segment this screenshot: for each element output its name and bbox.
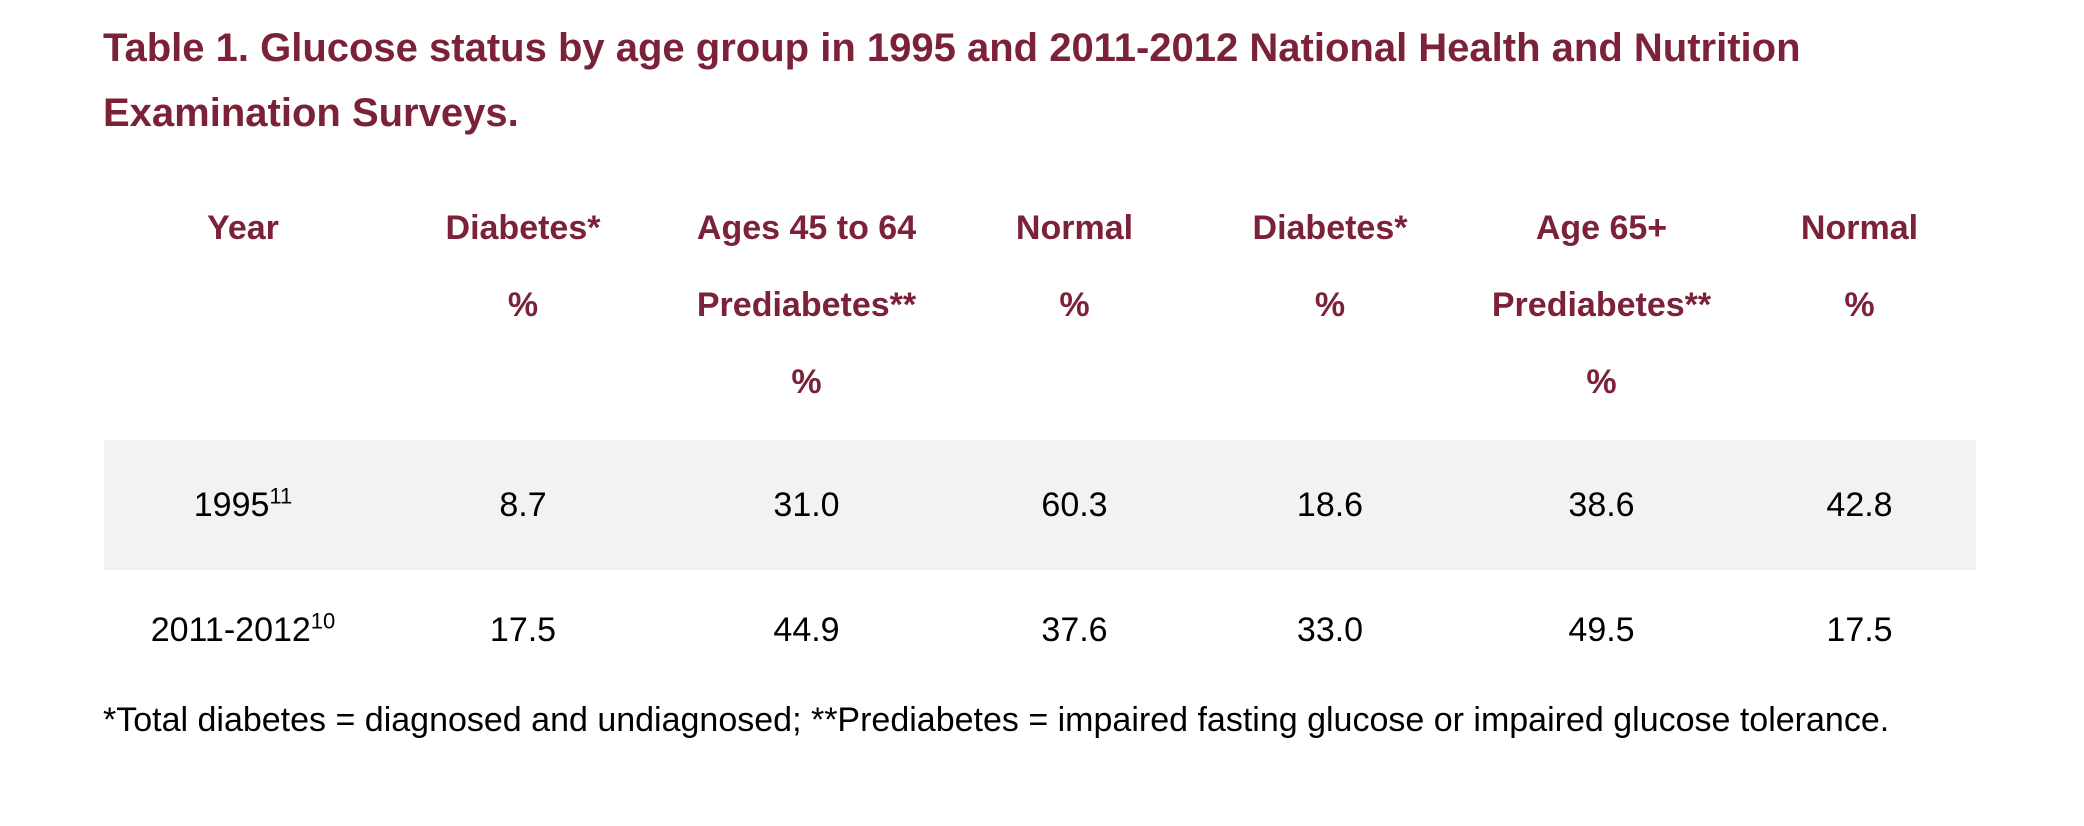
header-line: Age 65+ xyxy=(1535,209,1668,247)
cell-1995-normal-45-64: 60.3 xyxy=(949,440,1200,570)
cell-2011-prediabetes-45-64: 44.9 xyxy=(664,570,949,690)
column-header-ages-45-64-prediabetes-pct: Ages 45 to 64 Prediabetes** % xyxy=(664,190,949,440)
cell-year-2011-2012: 2011-201210 xyxy=(104,570,382,690)
cell-2011-diabetes-65plus: 33.0 xyxy=(1200,570,1460,690)
header-line: Ages 45 to 64 xyxy=(696,209,917,247)
table-header-row: Year Diabetes* % Ages 45 to 64 Prediabet… xyxy=(104,190,1976,440)
header-line: Normal xyxy=(1015,209,1134,247)
column-header-year: Year xyxy=(104,190,382,440)
table-title-line-2: Examination Surveys. xyxy=(103,91,519,135)
column-header-normal-pct-45-64: Normal % xyxy=(949,190,1200,440)
cell-1995-normal-65plus: 42.8 xyxy=(1743,440,1976,570)
table-title-line-1: Table 1. Glucose status by age group in … xyxy=(103,26,1801,70)
column-header-diabetes-pct-45-64: Diabetes* % xyxy=(382,190,664,440)
header-line: % xyxy=(1059,286,1090,324)
header-line: Diabetes* xyxy=(445,209,601,247)
cell-1995-prediabetes-65plus: 38.6 xyxy=(1460,440,1743,570)
table-row-1995: 199511 8.7 31.0 60.3 18.6 38.6 42.8 xyxy=(104,440,1976,570)
header-line: Prediabetes** xyxy=(1491,286,1712,324)
table-row-2011-2012: 2011-201210 17.5 44.9 37.6 33.0 49.5 17.… xyxy=(104,570,1976,690)
table-footnote: *Total diabetes = diagnosed and undiagno… xyxy=(103,701,1890,739)
header-line: % xyxy=(1314,286,1346,324)
year-label: 2011-2012 xyxy=(150,610,311,649)
header-line: % xyxy=(791,363,822,401)
year-label: 1995 xyxy=(193,485,270,524)
column-header-age-65plus-prediabetes-pct: Age 65+ Prediabetes** % xyxy=(1460,190,1743,440)
cell-1995-diabetes-45-64: 8.7 xyxy=(382,440,664,570)
table-title: Table 1. Glucose status by age group in … xyxy=(103,16,1963,146)
header-line: Prediabetes** xyxy=(696,286,917,324)
cell-2011-prediabetes-65plus: 49.5 xyxy=(1460,570,1743,690)
cell-2011-normal-65plus: 17.5 xyxy=(1743,570,1976,690)
header-line: % xyxy=(1844,286,1875,324)
header-line: % xyxy=(507,286,539,324)
cell-1995-diabetes-65plus: 18.6 xyxy=(1200,440,1460,570)
header-line: Diabetes* xyxy=(1252,209,1408,247)
cell-2011-diabetes-45-64: 17.5 xyxy=(382,570,664,690)
cell-1995-prediabetes-45-64: 31.0 xyxy=(664,440,949,570)
header-line: Year xyxy=(207,209,279,247)
glucose-status-table: Year Diabetes* % Ages 45 to 64 Prediabet… xyxy=(104,190,1976,690)
cell-year-1995: 199511 xyxy=(104,440,382,570)
column-header-diabetes-pct-65plus: Diabetes* % xyxy=(1200,190,1460,440)
header-line: Normal xyxy=(1800,209,1919,247)
header-line: % xyxy=(1586,363,1617,401)
cell-2011-normal-45-64: 37.6 xyxy=(949,570,1200,690)
citation-superscript: 10 xyxy=(310,608,336,634)
citation-superscript: 11 xyxy=(269,483,293,509)
column-header-normal-pct-65plus: Normal % xyxy=(1743,190,1976,440)
